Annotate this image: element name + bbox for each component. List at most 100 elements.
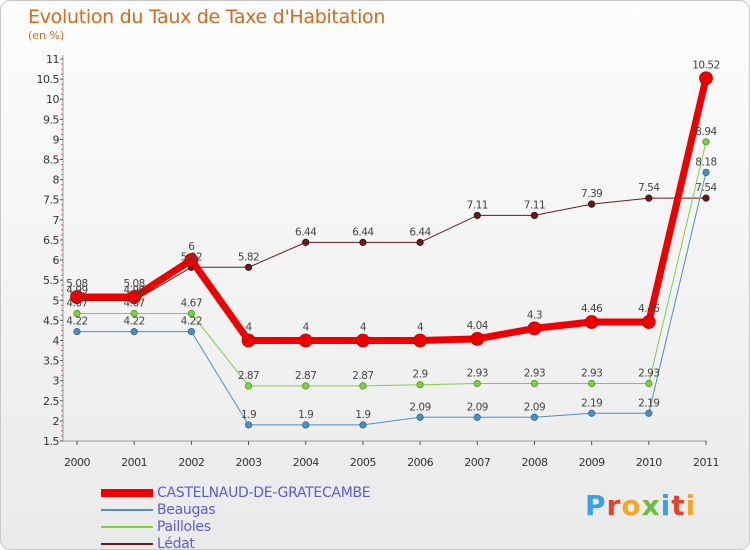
data-label: 4.99 bbox=[66, 285, 87, 297]
data-point bbox=[416, 238, 424, 246]
logo-letter: i bbox=[685, 489, 697, 522]
y-tick-label: 5.5 bbox=[43, 274, 59, 287]
data-point bbox=[416, 413, 424, 421]
data-label: 2.93 bbox=[581, 367, 602, 379]
y-tick-label: 2 bbox=[53, 415, 60, 428]
x-tick-label: 2007 bbox=[464, 456, 490, 469]
data-point bbox=[527, 321, 542, 336]
series-line bbox=[77, 77, 710, 344]
data-label: 2.93 bbox=[524, 367, 545, 379]
data-point bbox=[588, 409, 596, 417]
data-label: 4.46 bbox=[638, 303, 660, 315]
data-label: 5.82 bbox=[238, 251, 259, 263]
logo-letter: r bbox=[606, 489, 622, 522]
data-point bbox=[473, 211, 481, 220]
data-label: 5.08 bbox=[66, 278, 87, 290]
data-label: 4 bbox=[417, 321, 424, 333]
data-label: 6.44 bbox=[352, 226, 374, 238]
x-tick-label: 2011 bbox=[693, 456, 719, 469]
data-point bbox=[530, 379, 539, 388]
x-tick-label: 2003 bbox=[236, 456, 262, 469]
y-tick-label: 3.5 bbox=[43, 355, 59, 368]
data-point bbox=[645, 194, 653, 202]
data-point bbox=[699, 71, 713, 86]
series-line bbox=[77, 197, 706, 302]
data-point bbox=[70, 290, 84, 304]
data-point bbox=[702, 194, 710, 202]
logo-letter: o bbox=[621, 489, 642, 522]
y-tick-label: 8.5 bbox=[43, 154, 59, 167]
series-layer bbox=[70, 71, 713, 429]
data-label: 2.19 bbox=[581, 397, 602, 409]
data-label: 4.22 bbox=[181, 316, 202, 328]
y-tick-label: 11 bbox=[46, 53, 59, 66]
data-label: 10.52 bbox=[692, 59, 720, 71]
data-point bbox=[470, 331, 485, 346]
data-label: 7.11 bbox=[467, 199, 488, 211]
data-label: 2.93 bbox=[467, 367, 488, 379]
data-point bbox=[359, 382, 367, 390]
data-label: 4.67 bbox=[66, 298, 87, 310]
y-tick-label: 9 bbox=[53, 133, 60, 146]
data-label: 4 bbox=[360, 321, 367, 333]
data-label: 1.9 bbox=[241, 409, 256, 421]
data-point bbox=[127, 290, 142, 304]
logo-letter: P bbox=[585, 489, 607, 522]
y-tick-label: 4 bbox=[53, 334, 60, 347]
data-point bbox=[241, 333, 256, 348]
data-label: 4.3 bbox=[527, 309, 542, 321]
logo-letter: x bbox=[641, 489, 661, 522]
chart-axes: 1.5 2 2.5 3 3.5 4 4.5 5 5.5 6 6.5 7 7.5 8 8.5 9 9.5 10 10.… bbox=[37, 53, 720, 469]
data-label: 4.22 bbox=[123, 316, 144, 328]
data-label: 2.93 bbox=[638, 367, 659, 379]
data-point bbox=[702, 168, 710, 176]
data-label: 4.67 bbox=[181, 298, 202, 310]
logo-letter: i bbox=[660, 489, 672, 522]
data-label: 8.18 bbox=[695, 156, 716, 168]
data-point bbox=[702, 138, 710, 146]
data-point bbox=[244, 382, 253, 390]
y-tick-label: 7 bbox=[53, 214, 60, 227]
data-label: 2.87 bbox=[238, 370, 259, 382]
data-label: 7.39 bbox=[581, 188, 602, 200]
data-label: 4.99 bbox=[123, 285, 144, 297]
data-point bbox=[356, 333, 370, 348]
y-tick-label: 4.5 bbox=[43, 314, 59, 327]
data-label: 4 bbox=[303, 321, 310, 333]
data-point bbox=[302, 421, 310, 429]
data-label: 4.46 bbox=[581, 303, 603, 315]
y-tick-label: 9.5 bbox=[43, 113, 59, 126]
chart-subtitle: (en %) bbox=[28, 29, 65, 42]
data-point bbox=[302, 382, 310, 390]
x-tick-label: 2000 bbox=[64, 456, 90, 469]
data-label: 8.94 bbox=[695, 126, 717, 138]
x-tick-label: 2002 bbox=[178, 456, 204, 469]
data-label: 2.87 bbox=[295, 370, 316, 382]
y-tick-label: 6 bbox=[53, 254, 60, 267]
data-label: 2.19 bbox=[638, 397, 659, 409]
data-point bbox=[645, 409, 653, 417]
x-tick-label: 2008 bbox=[521, 456, 547, 469]
proxiti-logo: Proxiti bbox=[585, 489, 696, 522]
data-label: 4 bbox=[245, 321, 252, 333]
data-point bbox=[244, 263, 253, 271]
data-label: 4.04 bbox=[467, 320, 489, 332]
data-point bbox=[359, 238, 367, 246]
chart-title: Evolution du Taux de Taxe d'Habitation bbox=[28, 6, 386, 28]
data-point bbox=[588, 379, 596, 388]
data-label: 2.09 bbox=[409, 401, 430, 413]
data-point bbox=[641, 315, 656, 329]
data-label: 6.44 bbox=[295, 226, 317, 238]
data-label: 2.09 bbox=[524, 401, 545, 413]
legend-swatch bbox=[101, 526, 153, 528]
data-point bbox=[413, 333, 427, 348]
data-label: 6.44 bbox=[409, 226, 431, 238]
data-label: 1.9 bbox=[298, 409, 313, 421]
y-tick-label: 2.5 bbox=[43, 395, 59, 408]
legend-label: CASTELNAUD-DE-GRATECAMBE bbox=[157, 485, 371, 501]
logo-letter: t bbox=[671, 489, 686, 522]
data-point bbox=[187, 328, 195, 336]
data-point bbox=[302, 238, 310, 246]
